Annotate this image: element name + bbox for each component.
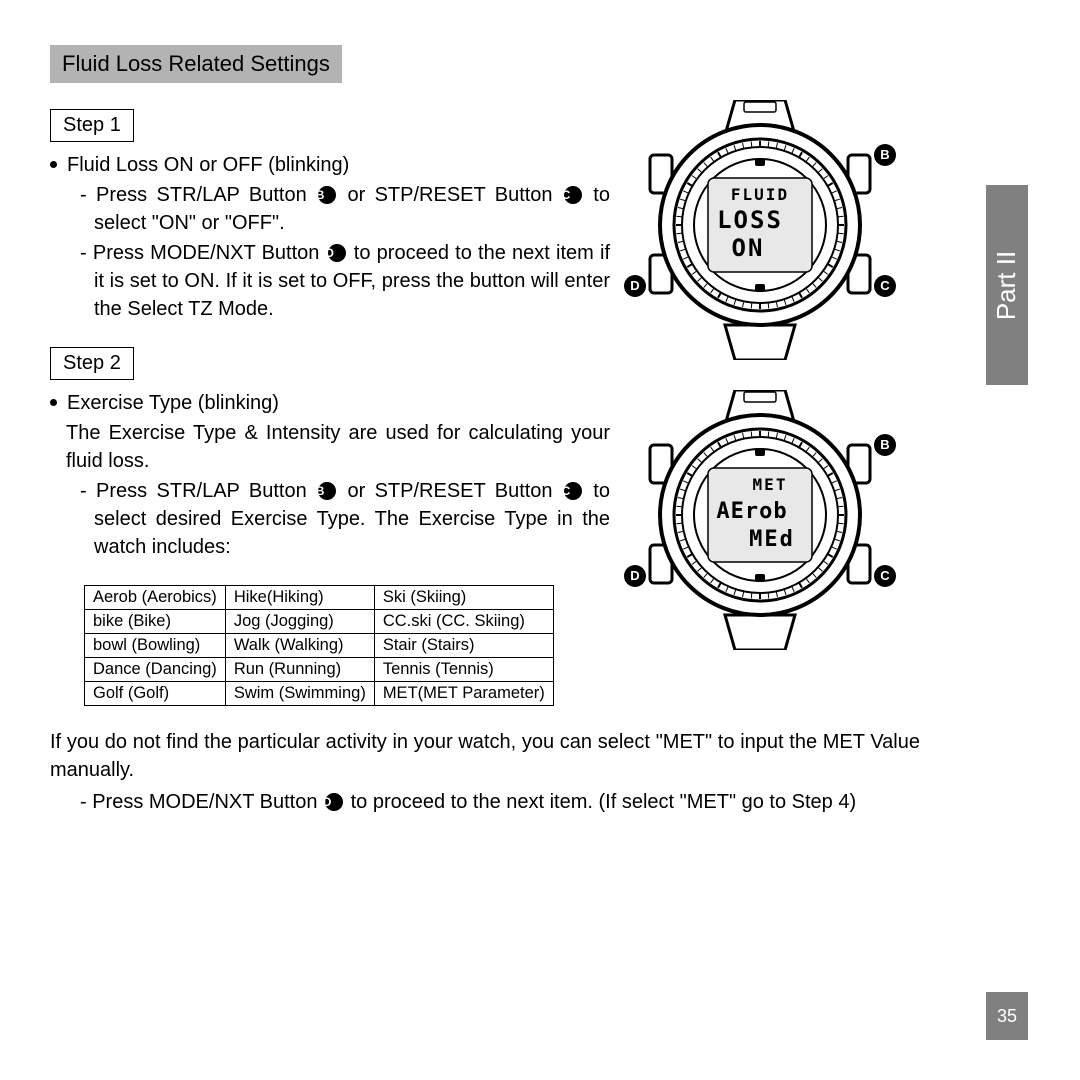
table-cell: CC.ski (CC. Skiing) xyxy=(374,610,553,634)
step-1-instruction-1: - Press STR/LAP Button B or STP/RESET Bu… xyxy=(80,181,610,237)
watch-label-b: B xyxy=(874,144,896,166)
table-cell: Stair (Stairs) xyxy=(374,634,553,658)
step-2-label: Step 2 xyxy=(50,347,134,380)
svg-text:LOSS: LOSS xyxy=(717,206,783,234)
watch-label-d: D xyxy=(624,275,646,297)
table-cell: bike (Bike) xyxy=(85,610,226,634)
part-tab-text: Part II xyxy=(992,250,1023,319)
table-row: bike (Bike)Jog (Jogging)CC.ski (CC. Skii… xyxy=(85,610,554,634)
bullet-icon xyxy=(50,399,57,406)
step-2-instruction-1: - Press STR/LAP Button B or STP/RESET Bu… xyxy=(80,477,610,561)
text-fragment: - Press MODE/NXT Button xyxy=(80,791,323,813)
watch-svg-icon: FLUID LOSS ON xyxy=(630,100,890,360)
text-fragment: - Press MODE/NXT Button xyxy=(80,242,326,264)
svg-text:MET: MET xyxy=(753,475,788,494)
svg-text:ON: ON xyxy=(732,234,765,262)
table-cell: Golf (Golf) xyxy=(85,682,226,706)
watch-label-c: C xyxy=(874,275,896,297)
button-c-icon: C xyxy=(564,186,582,204)
svg-text:MEd: MEd xyxy=(749,527,795,552)
table-cell: MET(MET Parameter) xyxy=(374,682,553,706)
table-cell: Dance (Dancing) xyxy=(85,658,226,682)
table-row: bowl (Bowling)Walk (Walking)Stair (Stair… xyxy=(85,634,554,658)
watch-label-c: C xyxy=(874,565,896,587)
table-cell: Ski (Skiing) xyxy=(374,586,553,610)
text-fragment: or STP/RESET Button xyxy=(338,480,562,502)
table-cell: Run (Running) xyxy=(225,658,374,682)
watch-illustration-1: FLUID LOSS ON B C D xyxy=(630,100,890,365)
page-number: 35 xyxy=(986,992,1028,1040)
text-fragment: - Press STR/LAP Button xyxy=(80,480,316,502)
table-row: Golf (Golf)Swim (Swimming)MET(MET Parame… xyxy=(85,682,554,706)
text-fragment: to proceed to the next item. (If select … xyxy=(345,791,856,813)
button-d-icon: D xyxy=(325,793,343,811)
watch-illustration-2: MET AErob MEd B C D xyxy=(630,390,890,655)
step-1-heading-text: Fluid Loss ON or OFF (blinking) xyxy=(67,154,349,176)
step-1-label: Step 1 xyxy=(50,109,134,142)
step-2-block: Step 2 Exercise Type (blinking) The Exer… xyxy=(50,347,610,561)
exercise-type-table: Aerob (Aerobics)Hike(Hiking)Ski (Skiing)… xyxy=(84,585,554,706)
part-tab: Part II xyxy=(986,185,1028,385)
button-c-icon: C xyxy=(564,482,582,500)
button-b-icon: B xyxy=(318,186,336,204)
text-fragment: or STP/RESET Button xyxy=(338,184,562,206)
table-cell: Jog (Jogging) xyxy=(225,610,374,634)
table-cell: Tennis (Tennis) xyxy=(374,658,553,682)
button-d-icon: D xyxy=(328,244,346,262)
watch-label-d: D xyxy=(624,565,646,587)
step-2-intro: The Exercise Type & Intensity are used f… xyxy=(66,419,610,475)
step-2-heading: Exercise Type (blinking) xyxy=(50,392,610,415)
text-fragment: - Press STR/LAP Button xyxy=(80,184,316,206)
step-2-heading-text: Exercise Type (blinking) xyxy=(67,392,279,414)
step-1-block: Step 1 Fluid Loss ON or OFF (blinking) -… xyxy=(50,109,610,323)
step-1-instruction-2: - Press MODE/NXT Button D to proceed to … xyxy=(80,239,610,323)
button-b-icon: B xyxy=(318,482,336,500)
section-title: Fluid Loss Related Settings xyxy=(50,45,342,83)
table-cell: Hike(Hiking) xyxy=(225,586,374,610)
footer-paragraph: If you do not find the particular activi… xyxy=(50,728,920,784)
watch-svg-icon: MET AErob MEd xyxy=(630,390,890,650)
svg-text:AErob: AErob xyxy=(716,499,787,524)
bullet-icon xyxy=(50,161,57,168)
table-cell: Walk (Walking) xyxy=(225,634,374,658)
table-cell: bowl (Bowling) xyxy=(85,634,226,658)
watch-label-b: B xyxy=(874,434,896,456)
table-cell: Aerob (Aerobics) xyxy=(85,586,226,610)
svg-text:FLUID: FLUID xyxy=(731,185,789,204)
table-cell: Swim (Swimming) xyxy=(225,682,374,706)
step-1-heading: Fluid Loss ON or OFF (blinking) xyxy=(50,154,610,177)
table-row: Aerob (Aerobics)Hike(Hiking)Ski (Skiing) xyxy=(85,586,554,610)
footer-instruction: - Press MODE/NXT Button D to proceed to … xyxy=(80,788,920,816)
table-row: Dance (Dancing)Run (Running)Tennis (Tenn… xyxy=(85,658,554,682)
